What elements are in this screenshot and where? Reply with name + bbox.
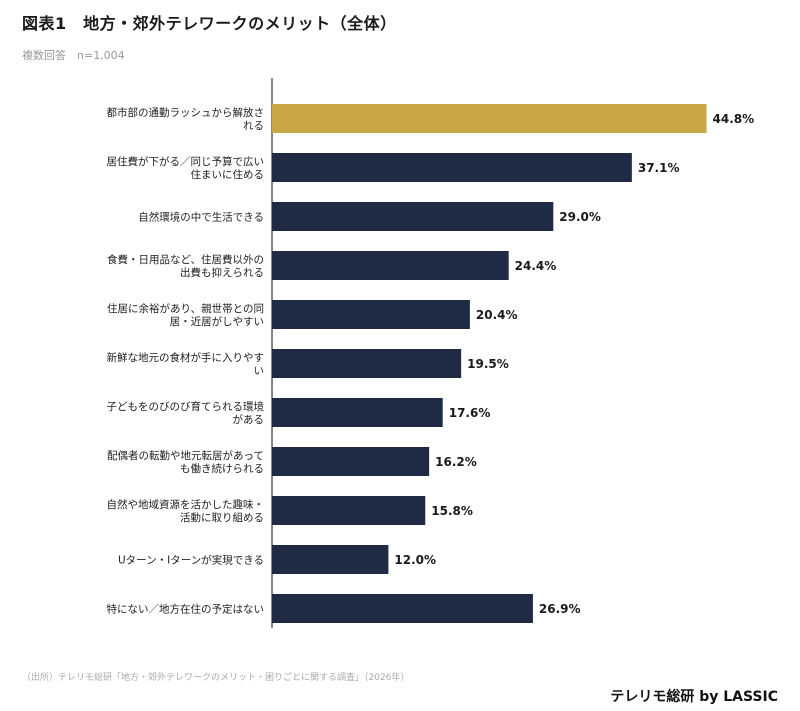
bar-7 xyxy=(272,447,430,476)
bar-10 xyxy=(272,594,533,623)
category-label-2: 自然環境の中で生活できる xyxy=(138,211,264,224)
bar-6 xyxy=(272,398,443,427)
category-label-6: 子どもをのびのび育てられる環境がある xyxy=(107,400,265,426)
bar-3 xyxy=(272,251,509,280)
bar-chart: 44.8% 都市部の通勤ラッシュから解放される 37.1% 居住費が下がる／同じ予算で… xyxy=(107,78,755,628)
category-label-9: Uターン・Iターンが実現できる xyxy=(118,554,264,567)
value-label-0: 44.8% xyxy=(713,112,755,126)
bar-8 xyxy=(272,496,426,525)
bar-4 xyxy=(272,300,470,329)
value-label-10: 26.9% xyxy=(539,602,581,616)
chart-subtitle: 複数回答 n=1,004 xyxy=(22,49,125,62)
category-label-0: 都市部の通勤ラッシュから解放される xyxy=(107,106,265,132)
category-label-8: 自然や地域資源を活かした趣味・活動に取り組める xyxy=(107,498,265,524)
value-label-5: 19.5% xyxy=(467,357,509,371)
brand-logo-text: テレリモ総研 by LASSIC xyxy=(610,689,778,705)
category-label-4: 住居に余裕があり、親世帯との同居・近居がしやすい xyxy=(107,302,264,328)
category-label-7: 配偶者の転勤や地元転居があっても働き続けられる xyxy=(107,449,264,475)
value-label-9: 12.0% xyxy=(394,553,436,567)
bar-5 xyxy=(272,349,462,378)
value-label-3: 24.4% xyxy=(515,259,557,273)
chart-title: 図表1 地方・郊外テレワークのメリット（全体） xyxy=(22,14,397,33)
category-label-10: 特にない／地方在住の予定はない xyxy=(107,603,265,616)
category-label-1: 居住費が下がる／同じ予算で広い住まいに住める xyxy=(107,155,265,181)
category-label-3: 食費・日用品など、住居費以外の出費も抑えられる xyxy=(107,253,264,279)
source-note: （出所）テレリモ総研「地方・郊外テレワークのメリット・困りごとに関する調査」（2… xyxy=(22,673,410,683)
bar-0 xyxy=(272,104,707,133)
value-label-8: 15.8% xyxy=(431,504,473,518)
category-label-5: 新鮮な地元の食材が手に入りやすい xyxy=(107,351,265,377)
bar-2 xyxy=(272,202,554,231)
value-label-7: 16.2% xyxy=(435,455,477,469)
bar-9 xyxy=(272,545,389,574)
value-label-4: 20.4% xyxy=(476,308,518,322)
value-label-1: 37.1% xyxy=(638,161,680,175)
value-label-2: 29.0% xyxy=(559,210,601,224)
bar-1 xyxy=(272,153,632,182)
value-label-6: 17.6% xyxy=(449,406,491,420)
